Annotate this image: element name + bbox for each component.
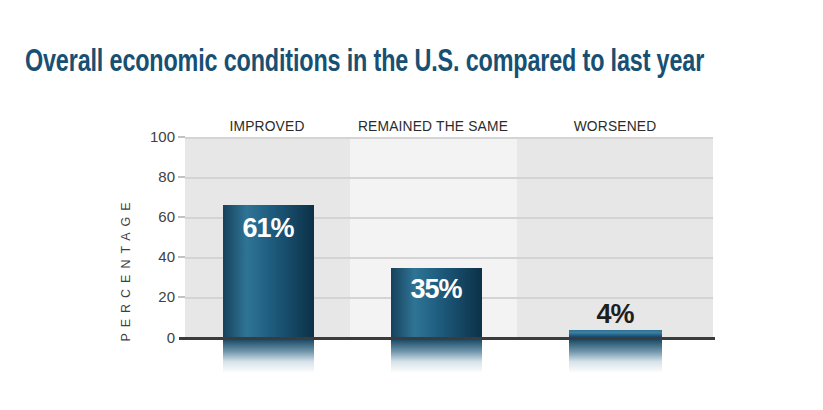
y-axis-tick-label-40: 40 xyxy=(130,249,175,265)
bar-reflection-worsened xyxy=(569,340,662,373)
y-axis-title: PERCENTAGE xyxy=(119,189,133,349)
y-axis-tick-mark xyxy=(178,216,185,218)
y-axis-tick-label-80: 80 xyxy=(130,169,175,185)
y-axis-tick-mark xyxy=(178,296,185,298)
y-axis-tick-label-0: 0 xyxy=(130,330,175,346)
y-axis-tick-mark xyxy=(178,136,185,138)
chart-figure: Overall economic conditions in the U.S. … xyxy=(0,0,823,410)
y-axis-tick-label-100: 100 xyxy=(130,129,175,145)
y-axis-tick-label-60: 60 xyxy=(130,209,175,225)
column-header-remained-the-same: REMAINED THE SAME xyxy=(332,117,534,134)
y-axis-tick-label-20: 20 xyxy=(130,289,175,305)
bar-reflection-remained-the-same xyxy=(391,340,482,373)
y-axis-tick-mark xyxy=(178,176,185,178)
value-label-worsened: 4% xyxy=(569,301,662,328)
column-header-worsened: WORSENED xyxy=(514,117,716,134)
y-axis-tick-mark xyxy=(178,256,185,258)
gridline-80 xyxy=(185,177,713,179)
value-label-improved: 61% xyxy=(223,215,314,242)
x-axis-baseline xyxy=(179,337,715,340)
gridline-100 xyxy=(185,137,713,139)
chart-title: Overall economic conditions in the U.S. … xyxy=(25,42,704,79)
value-label-remained-the-same: 35% xyxy=(391,276,482,303)
bar-reflection-improved xyxy=(223,340,314,373)
